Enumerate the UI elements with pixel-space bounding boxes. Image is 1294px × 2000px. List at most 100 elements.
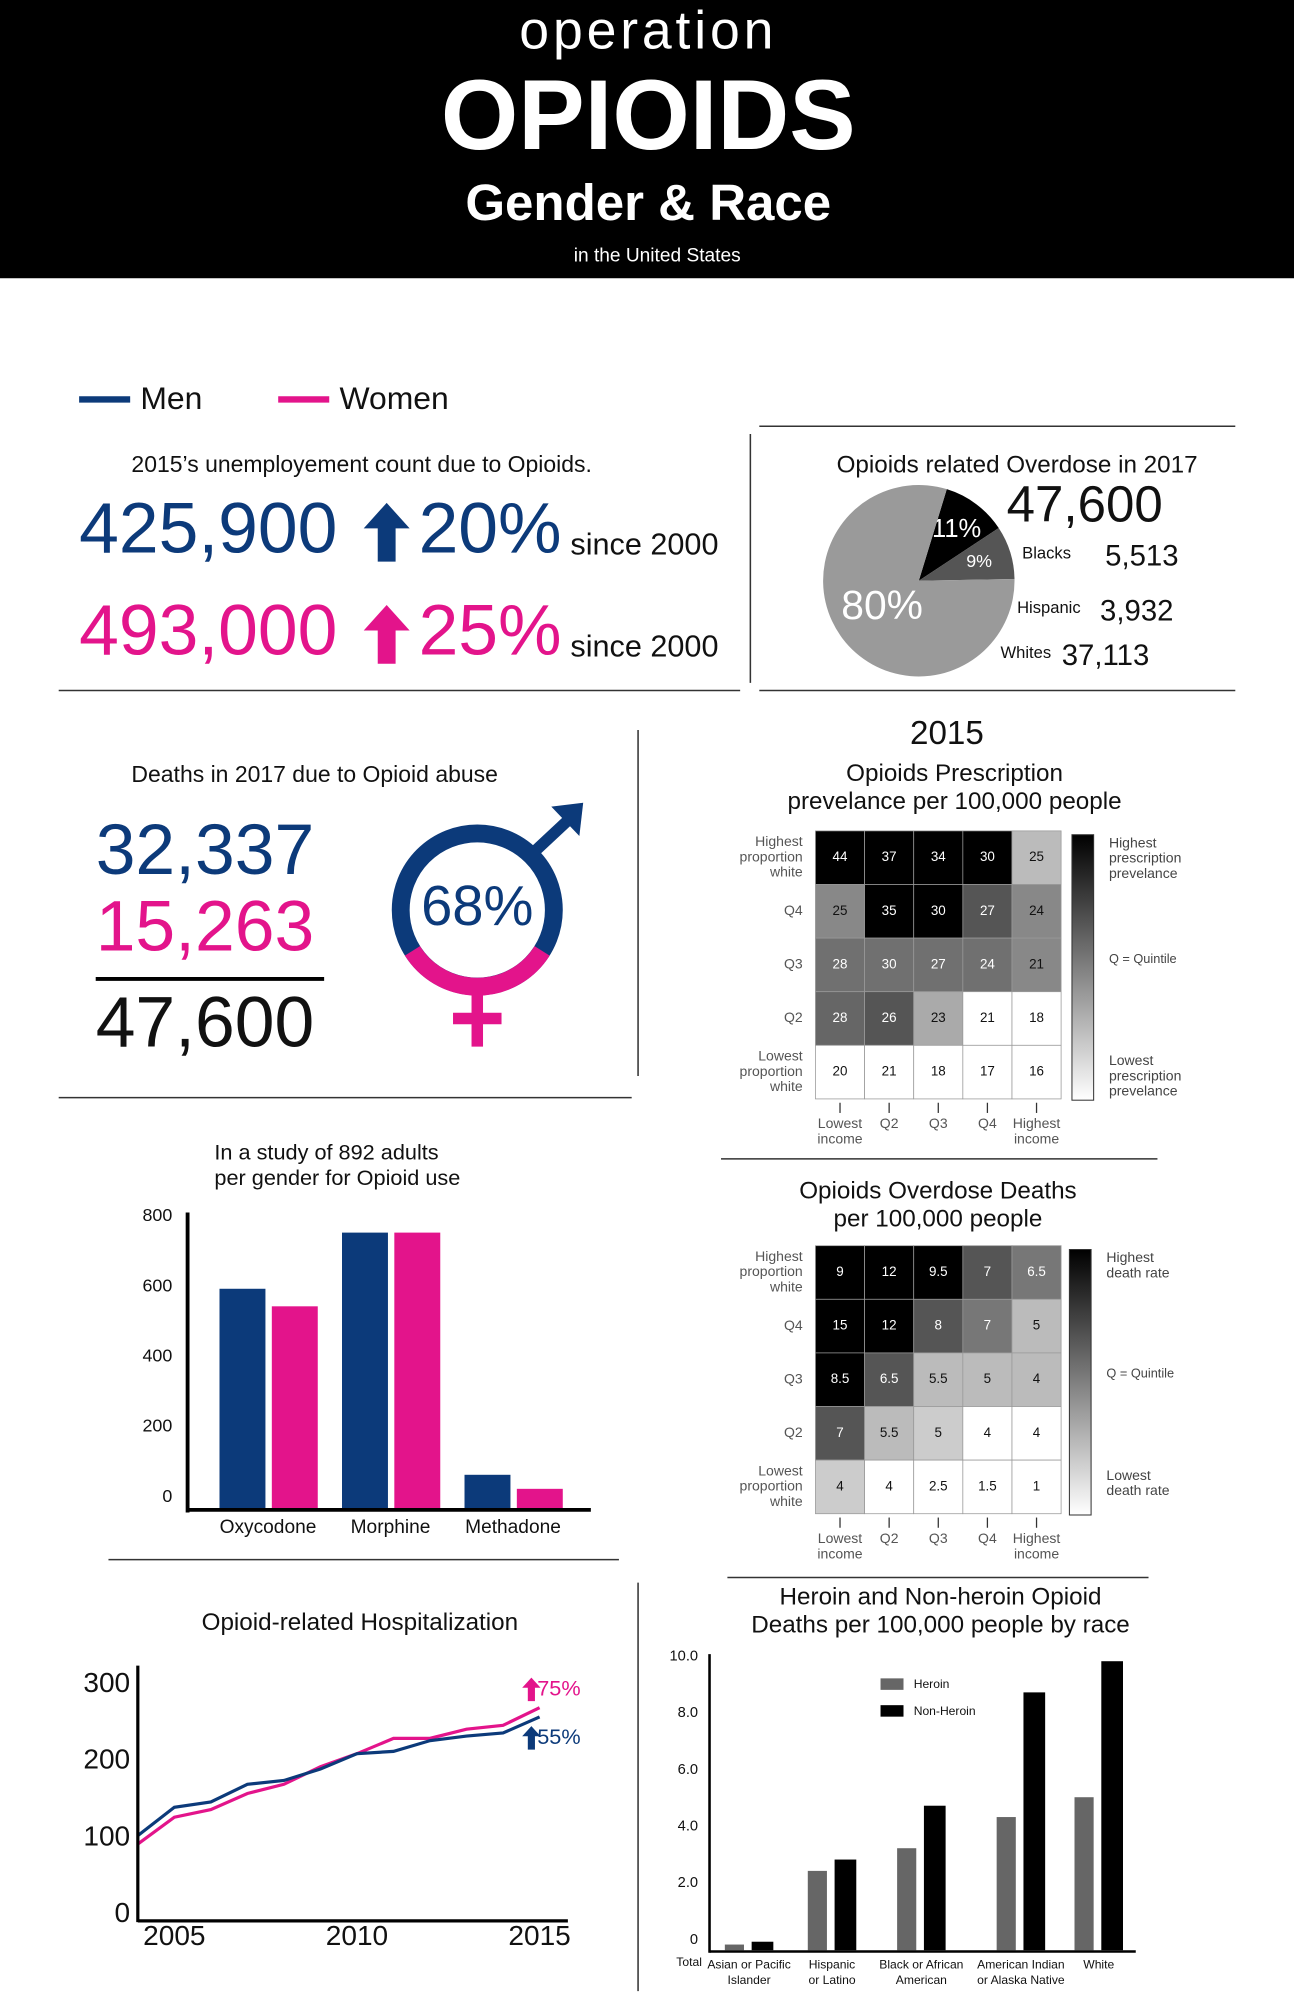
row-label: Highest bbox=[755, 1248, 803, 1264]
cell-value: 5.5 bbox=[880, 1425, 899, 1440]
cell-value: 5.5 bbox=[929, 1371, 948, 1386]
chart-title: Opioids related Overdose in 2017 bbox=[837, 451, 1198, 478]
heat-cell bbox=[962, 884, 1013, 939]
y-tick-label: 400 bbox=[142, 1345, 172, 1365]
x-tick-label: Morphine bbox=[351, 1517, 431, 1538]
cell-value: 30 bbox=[882, 956, 897, 971]
cell-value: 4 bbox=[885, 1478, 893, 1493]
row-label: Q2 bbox=[784, 1009, 803, 1025]
colorbar-label: Q = Quintile bbox=[1109, 951, 1177, 966]
bar bbox=[219, 1288, 266, 1510]
row-label: proportion bbox=[740, 1063, 803, 1079]
total-deaths: 47,600 bbox=[96, 982, 315, 1062]
x-tick-label: 2010 bbox=[326, 1920, 388, 1951]
heat-cell bbox=[962, 1298, 1013, 1354]
chart-title: per gender for Opioid use bbox=[214, 1165, 460, 1190]
slice-label: 11% bbox=[932, 515, 981, 543]
row-label: white bbox=[769, 1493, 803, 1509]
heat-cell bbox=[864, 884, 915, 939]
heat-cell bbox=[815, 937, 865, 993]
heat-cell bbox=[815, 1406, 865, 1461]
cell-value: 4 bbox=[836, 1478, 844, 1493]
cell-value: 21 bbox=[1029, 956, 1044, 971]
column-label: income bbox=[1014, 1545, 1059, 1561]
column-label: Highest bbox=[1013, 1530, 1061, 1546]
x-tick-label: Asian or Pacific bbox=[707, 1958, 790, 1972]
category-label: Blacks bbox=[1022, 543, 1071, 562]
cell-value: 25 bbox=[1029, 849, 1044, 864]
y-tick-label: 8.0 bbox=[678, 1705, 698, 1721]
cell-value: 12 bbox=[882, 1264, 897, 1279]
change: 25% bbox=[419, 590, 562, 670]
male-arrow bbox=[529, 812, 576, 857]
x-axis-label: Total bbox=[676, 1955, 702, 1969]
cell-value: 27 bbox=[931, 956, 946, 971]
colorbar-label: prevelance bbox=[1109, 1083, 1178, 1099]
cell-value: 24 bbox=[1029, 903, 1044, 918]
legend-label: Men bbox=[140, 380, 202, 416]
annotation: 55% bbox=[537, 1724, 580, 1749]
heat-cell bbox=[864, 991, 915, 1046]
color-bar bbox=[1068, 1249, 1092, 1516]
bar bbox=[897, 1848, 917, 1951]
row-label: white bbox=[769, 1078, 803, 1094]
cell-value: 28 bbox=[833, 956, 848, 971]
y-tick-label: 0 bbox=[115, 1897, 131, 1928]
heat-cell bbox=[864, 1298, 915, 1354]
cell-value: 35 bbox=[882, 903, 897, 918]
heat-cell bbox=[815, 991, 865, 1046]
cell-value: 20 bbox=[833, 1064, 848, 1079]
cell-value: 2.5 bbox=[929, 1478, 948, 1493]
cell-value: 1.5 bbox=[978, 1478, 997, 1493]
column-label: Q2 bbox=[880, 1530, 899, 1546]
row-label: white bbox=[769, 1279, 803, 1295]
women-deaths: 15,263 bbox=[96, 887, 315, 967]
annotation: 75% bbox=[537, 1676, 580, 1701]
legend-label: Heroin bbox=[914, 1677, 950, 1691]
bar bbox=[516, 1488, 563, 1510]
heat-cell bbox=[815, 830, 865, 885]
cell-value: 5 bbox=[1033, 1318, 1040, 1333]
row-label: proportion bbox=[740, 848, 803, 864]
x-tick-label: American bbox=[896, 1973, 947, 1987]
row-label: Lowest bbox=[758, 1462, 803, 1478]
y-tick-label: 200 bbox=[83, 1744, 130, 1775]
count: 493,000 bbox=[79, 590, 337, 670]
heat-cell bbox=[815, 1298, 865, 1354]
cell-value: 5 bbox=[984, 1371, 991, 1386]
heat-cell bbox=[864, 1044, 915, 1100]
cell-value: 16 bbox=[1029, 1064, 1044, 1079]
cell-value: 6.5 bbox=[1027, 1264, 1046, 1279]
heat-cell bbox=[864, 1352, 915, 1407]
x-tick-label: 2015 bbox=[508, 1920, 570, 1951]
row-label: Q4 bbox=[784, 1317, 803, 1333]
men-deaths: 32,337 bbox=[96, 810, 315, 890]
heat-cell bbox=[913, 1459, 964, 1515]
chart-title: Deaths per 100,000 people by race bbox=[751, 1611, 1130, 1638]
column-label: income bbox=[1014, 1130, 1059, 1146]
cell-value: 7 bbox=[836, 1425, 843, 1440]
column-label: Lowest bbox=[818, 1530, 863, 1546]
section-title: Deaths in 2017 due to Opioid abuse bbox=[131, 761, 497, 787]
row-label: Highest bbox=[755, 833, 803, 849]
cell-value: 26 bbox=[882, 1010, 897, 1025]
legend-label: Women bbox=[339, 380, 448, 416]
cell-value: 34 bbox=[931, 849, 946, 864]
bar bbox=[1101, 1661, 1123, 1951]
x-tick-label: Islander bbox=[728, 1973, 771, 1987]
cell-value: 9 bbox=[836, 1264, 843, 1279]
section-title: 2015’s unemployement count due to Opioid… bbox=[131, 451, 591, 477]
cell-value: 25 bbox=[833, 903, 848, 918]
row-label: Q3 bbox=[784, 956, 803, 972]
column-label: Q4 bbox=[978, 1530, 997, 1546]
x-tick-label: Oxycodone bbox=[220, 1517, 317, 1538]
colorbar-label: death rate bbox=[1106, 1482, 1169, 1498]
slice-label: 9% bbox=[966, 551, 992, 571]
bar bbox=[807, 1870, 827, 1951]
heat-cell bbox=[1011, 1245, 1062, 1300]
colorbar-label: Highest bbox=[1109, 834, 1157, 850]
cell-value: 12 bbox=[882, 1318, 897, 1333]
bar bbox=[923, 1805, 946, 1951]
